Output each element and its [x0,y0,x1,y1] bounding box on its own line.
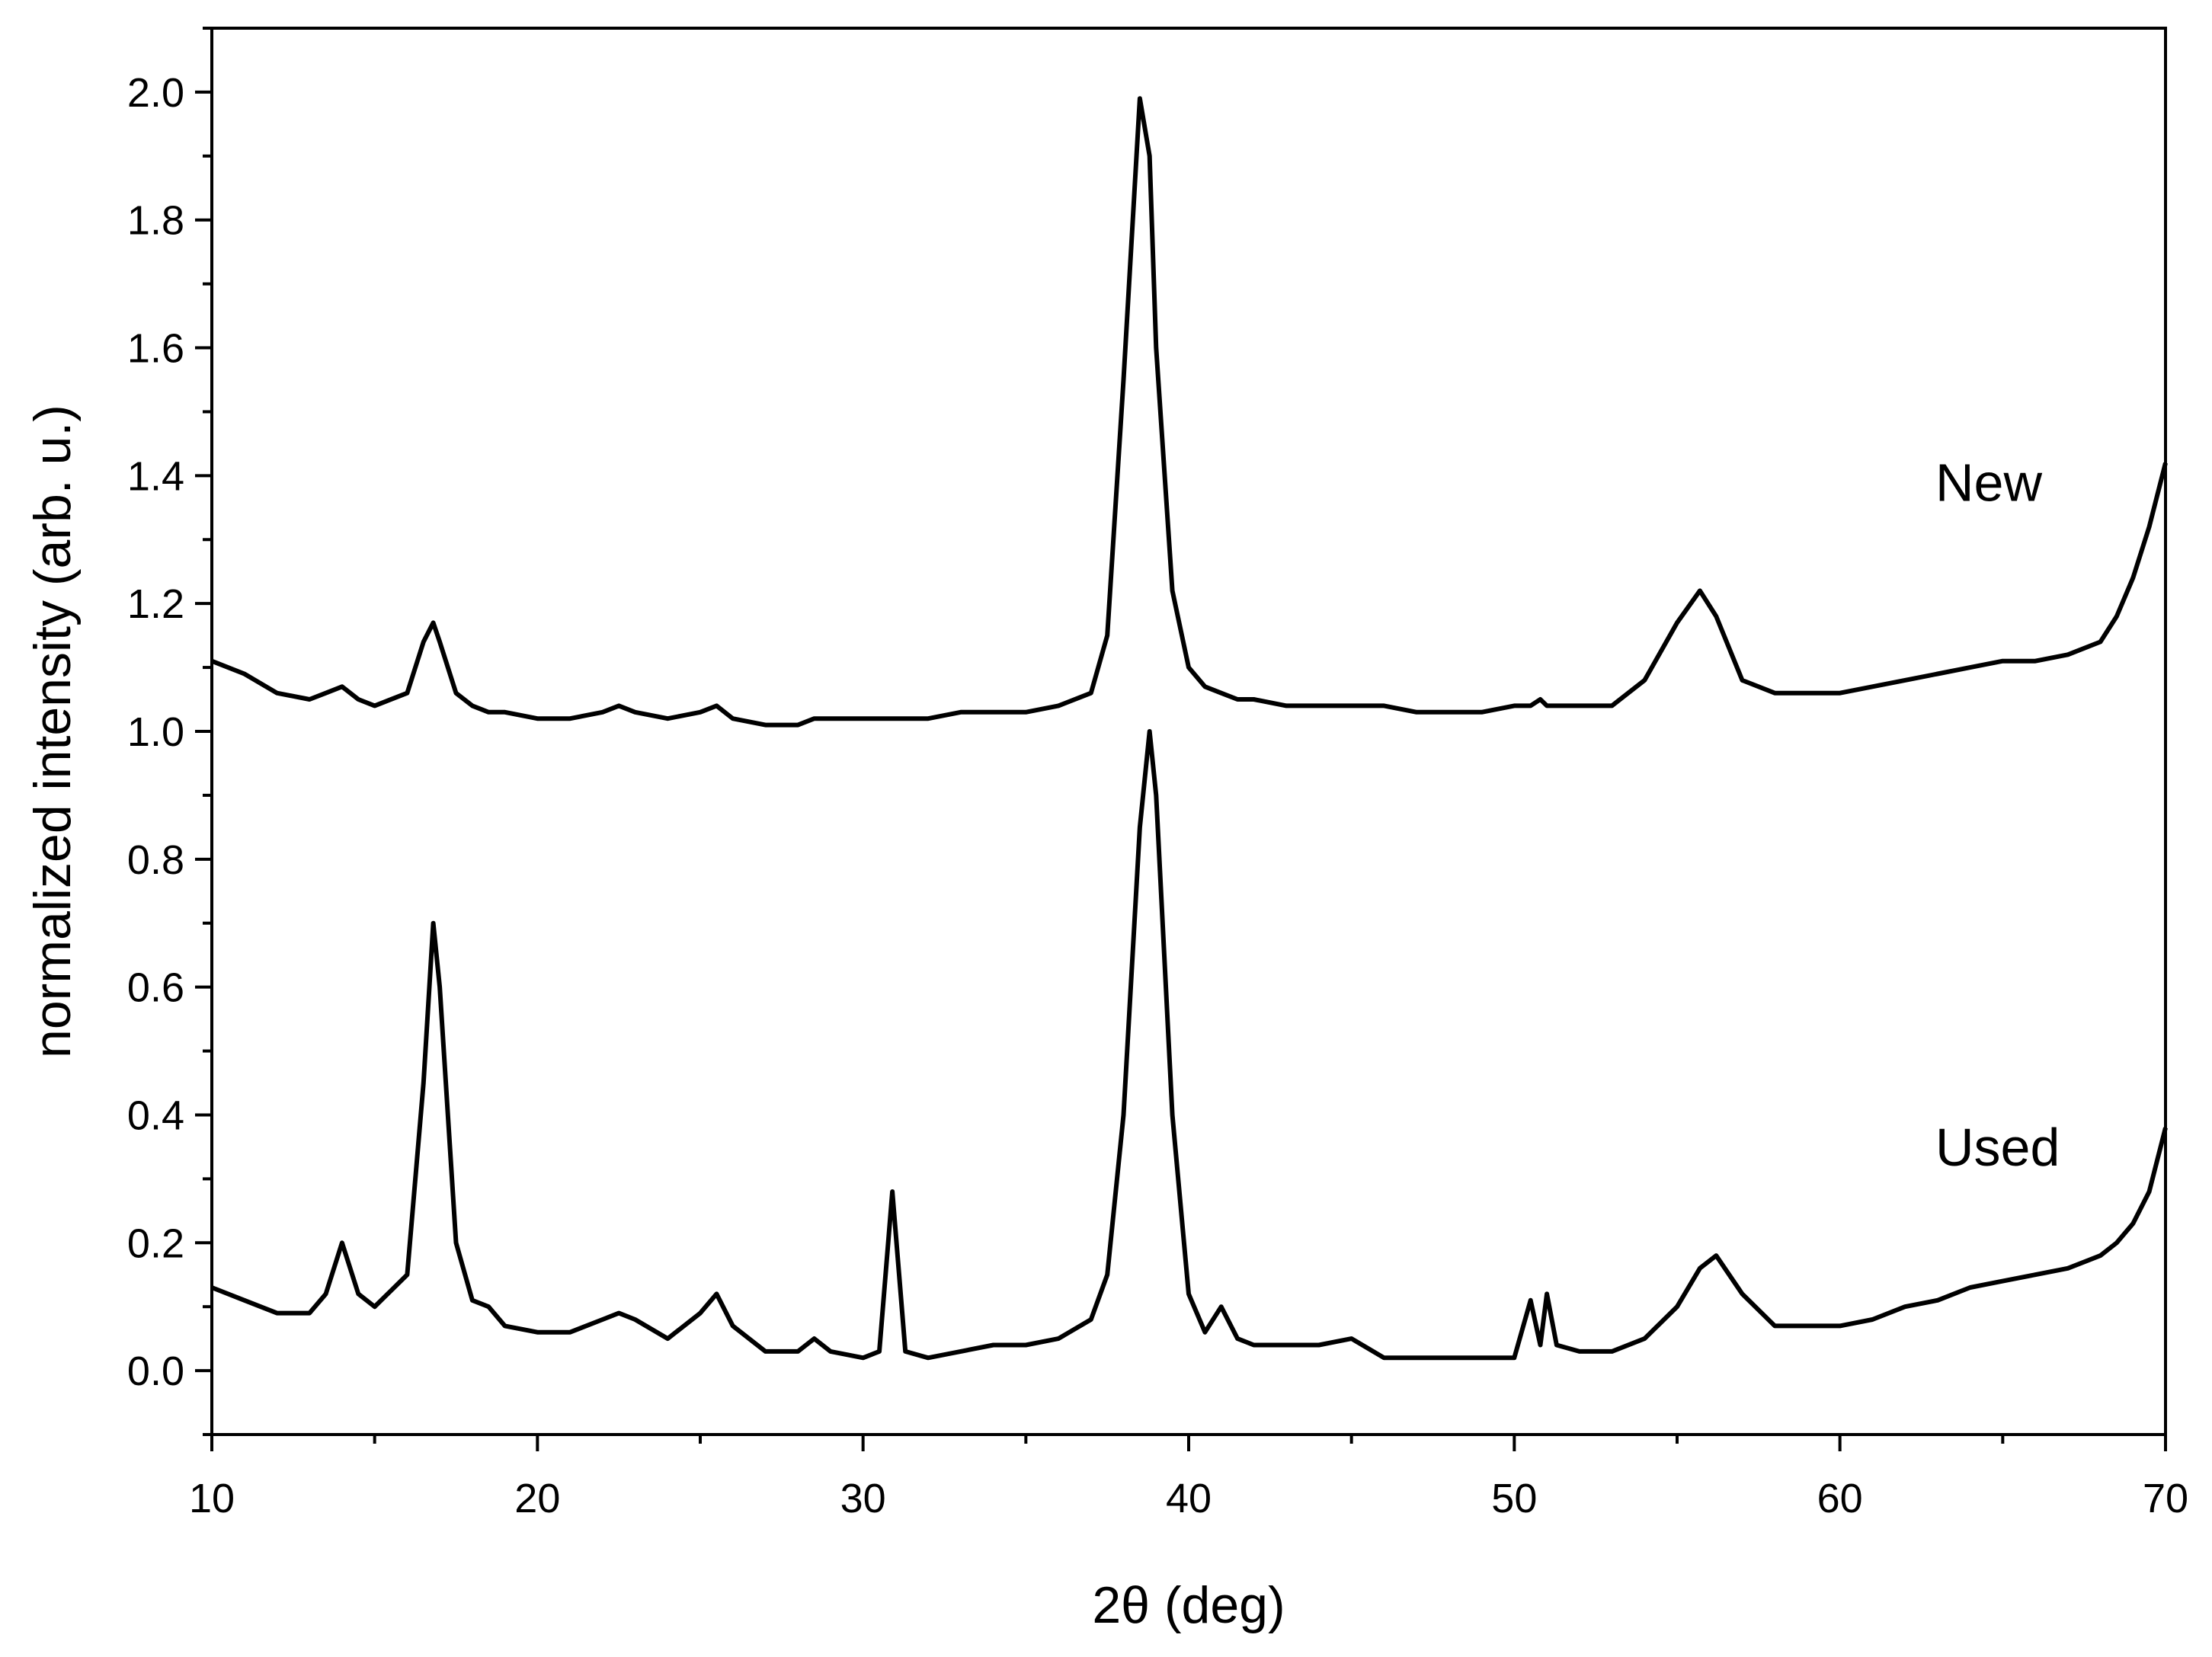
x-tick-label: 40 [1166,1476,1212,1521]
plot-frame [210,27,2167,1436]
y-tick-label: 1.8 [127,198,184,244]
y-tick-label: 0.8 [127,837,184,883]
y-tick-label: 0.6 [127,965,184,1011]
y-tick-label: 1.6 [127,326,184,372]
x-tick-label: 20 [514,1476,560,1521]
series-line [210,729,2168,1361]
series-line [210,96,2168,728]
x-tick-label: 10 [189,1476,235,1521]
series-label: Used [1935,1118,2060,1177]
y-tick-label: 2.0 [127,70,184,116]
x-tick-label: 50 [1491,1476,1537,1521]
x-tick-label: 60 [1817,1476,1863,1521]
x-axis-title: 2θ (deg) [1092,1576,1285,1634]
y-tick-label: 0.2 [127,1220,184,1266]
series-label: New [1935,453,2042,513]
y-tick-label: 0.4 [127,1092,184,1138]
y-tick-label: 1.0 [127,709,184,755]
x-tick-label: 30 [840,1476,886,1521]
y-tick-label: 0.0 [127,1348,184,1394]
y-tick-label: 1.2 [127,581,184,627]
x-tick-label: 70 [2143,1476,2188,1521]
y-tick-label: 1.4 [127,453,184,499]
y-axis-title: normalized intensity (arb. u.) [24,405,82,1058]
